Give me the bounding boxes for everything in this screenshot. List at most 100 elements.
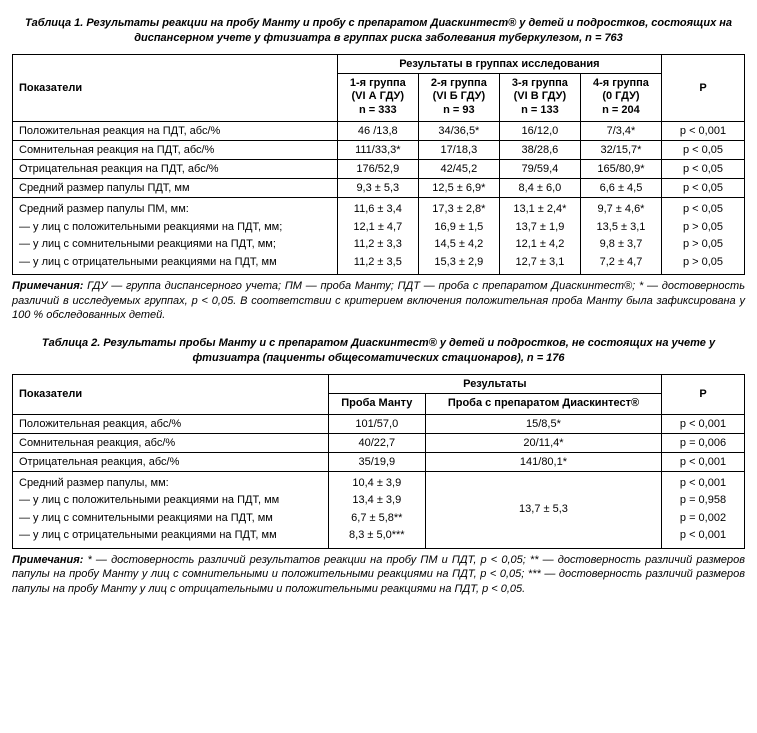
t1-m-l0: Средний размер папулы ПМ, мм: bbox=[19, 201, 331, 219]
v: p < 0,05 bbox=[668, 201, 738, 219]
t1-m-g1: 11,6 ± 3,4 12,1 ± 4,7 11,2 ± 3,3 11,2 ± … bbox=[337, 197, 418, 274]
v: 11,2 ± 3,3 bbox=[344, 236, 412, 254]
t2-r1-c2: 20/11,4* bbox=[425, 433, 661, 452]
v: Средний размер папулы, мм: bbox=[19, 475, 322, 493]
t2-m-c2: 13,7 ± 5,3 bbox=[425, 471, 661, 548]
v: 13,7 ± 5,3 bbox=[432, 501, 655, 519]
t2-h-dst: Проба с препаратом Диаскинтест® bbox=[425, 393, 661, 414]
table2: Показатели Результаты P Проба Манту Проб… bbox=[12, 374, 745, 549]
v: 14,5 ± 4,2 bbox=[425, 236, 493, 254]
t2-m-p: p < 0,001 p = 0,958 p = 0,002 p < 0,001 bbox=[662, 471, 745, 548]
v: 8,3 ± 5,0*** bbox=[335, 527, 419, 545]
t2-r1-p: p = 0,006 bbox=[662, 433, 745, 452]
table-row: Положительная реакция, абс/% 101/57,0 15… bbox=[13, 414, 745, 433]
t1-r1-g4: 32/15,7* bbox=[580, 140, 661, 159]
v: — у лиц с отрицательными реакциями на ПД… bbox=[19, 527, 322, 545]
t1-r0-p: p < 0,001 bbox=[662, 121, 745, 140]
t1-r1-p: p < 0,05 bbox=[662, 140, 745, 159]
table2-caption: Таблица 2. Результаты пробы Манту и с пр… bbox=[12, 336, 745, 366]
v: 7,2 ± 4,7 bbox=[587, 254, 655, 272]
table-row: Положительная реакция на ПДТ, абс/% 46 /… bbox=[13, 121, 745, 140]
v: 6,7 ± 5,8** bbox=[335, 510, 419, 528]
t1-r3-g3: 8,4 ± 6,0 bbox=[499, 178, 580, 197]
v: 13,7 ± 1,9 bbox=[506, 219, 574, 237]
t2-r2-label: Отрицательная реакция, абс/% bbox=[13, 452, 329, 471]
t1-r3-g1: 9,3 ± 5,3 bbox=[337, 178, 418, 197]
t1-r3-g2: 12,5 ± 6,9* bbox=[418, 178, 499, 197]
table-row: Отрицательная реакция, абс/% 35/19,9 141… bbox=[13, 452, 745, 471]
t1-m-g4: 9,7 ± 4,6* 13,5 ± 3,1 9,8 ± 3,7 7,2 ± 4,… bbox=[580, 197, 661, 274]
v: 12,1 ± 4,7 bbox=[344, 219, 412, 237]
t1-r3-p: p < 0,05 bbox=[662, 178, 745, 197]
t1-r1-label: Сомнительная реакция на ПДТ, абс/% bbox=[13, 140, 338, 159]
table-row: Отрицательная реакция на ПДТ, абс/% 176/… bbox=[13, 159, 745, 178]
t1-h-indicators: Показатели bbox=[13, 54, 338, 121]
table-row: Средний размер папулы ПДТ, мм 9,3 ± 5,3 … bbox=[13, 178, 745, 197]
t1-r2-g2: 42/45,2 bbox=[418, 159, 499, 178]
v: p > 0,05 bbox=[668, 219, 738, 237]
v: 11,2 ± 3,5 bbox=[344, 254, 412, 272]
table1: Показатели Результаты в группах исследов… bbox=[12, 54, 745, 276]
t2-r0-c1: 101/57,0 bbox=[328, 414, 425, 433]
v: 9,7 ± 4,6* bbox=[587, 201, 655, 219]
table1-caption: Таблица 1. Результаты реакции на пробу М… bbox=[12, 16, 745, 46]
t1-r0-g2: 34/36,5* bbox=[418, 121, 499, 140]
v: 9,8 ± 3,7 bbox=[587, 236, 655, 254]
v: — у лиц с сомнительными реакциями на ПДТ… bbox=[19, 510, 322, 528]
t1-r3-label: Средний размер папулы ПДТ, мм bbox=[13, 178, 338, 197]
v: 12,1 ± 4,2 bbox=[506, 236, 574, 254]
v: p > 0,05 bbox=[668, 254, 738, 272]
v: p > 0,05 bbox=[668, 236, 738, 254]
v: p < 0,001 bbox=[668, 527, 738, 545]
t1-r2-label: Отрицательная реакция на ПДТ, абс/% bbox=[13, 159, 338, 178]
t2-m-label: Средний размер папулы, мм: — у лиц с пол… bbox=[13, 471, 329, 548]
t1-r1-g2: 17/18,3 bbox=[418, 140, 499, 159]
t2-m-c1: 10,4 ± 3,9 13,4 ± 3,9 6,7 ± 5,8** 8,3 ± … bbox=[328, 471, 425, 548]
t1-m-g3: 13,1 ± 2,4* 13,7 ± 1,9 12,1 ± 4,2 12,7 ±… bbox=[499, 197, 580, 274]
t1-m-l2: — у лиц с сомнительными реакциями на ПДТ… bbox=[19, 236, 331, 254]
t1-h-results: Результаты в группах исследования bbox=[337, 54, 661, 73]
t1-h-g2: 2-я группа(VI Б ГДУ)n = 93 bbox=[418, 73, 499, 121]
v: — у лиц с положительными реакциями на ПД… bbox=[19, 492, 322, 510]
v: 15,3 ± 2,9 bbox=[425, 254, 493, 272]
t1-m-l1: — у лиц с положительными реакциями на ПД… bbox=[19, 219, 331, 237]
v: 17,3 ± 2,8* bbox=[425, 201, 493, 219]
t1-r0-g1: 46 /13,8 bbox=[337, 121, 418, 140]
t1-r2-g3: 79/59,4 bbox=[499, 159, 580, 178]
table2-notes: Примечания: * — достоверность различий р… bbox=[12, 553, 745, 596]
t1-h-p: P bbox=[662, 54, 745, 121]
t1-h-g1: 1-я группа(VI А ГДУ)n = 333 bbox=[337, 73, 418, 121]
table1-notes: Примечания: ГДУ — группа диспансерного у… bbox=[12, 279, 745, 322]
v: 13,1 ± 2,4* bbox=[506, 201, 574, 219]
t2-r0-p: p < 0,001 bbox=[662, 414, 745, 433]
table-row: Сомнительная реакция на ПДТ, абс/% 111/3… bbox=[13, 140, 745, 159]
t1-r3-g4: 6,6 ± 4,5 bbox=[580, 178, 661, 197]
t1-r2-p: p < 0,05 bbox=[662, 159, 745, 178]
v: 13,5 ± 3,1 bbox=[587, 219, 655, 237]
t1-m-label: Средний размер папулы ПМ, мм: — у лиц с … bbox=[13, 197, 338, 274]
v: 10,4 ± 3,9 bbox=[335, 475, 419, 493]
t1-r1-g3: 38/28,6 bbox=[499, 140, 580, 159]
t1-m-l3: — у лиц с отрицательными реакциями на ПД… bbox=[19, 254, 331, 272]
t2-r2-c2: 141/80,1* bbox=[425, 452, 661, 471]
t1-r2-g4: 165/80,9* bbox=[580, 159, 661, 178]
t2-r0-c2: 15/8,5* bbox=[425, 414, 661, 433]
t2-r2-p: p < 0,001 bbox=[662, 452, 745, 471]
v: 12,7 ± 3,1 bbox=[506, 254, 574, 272]
t2-r2-c1: 35/19,9 bbox=[328, 452, 425, 471]
v: 16,9 ± 1,5 bbox=[425, 219, 493, 237]
t1-h-g3: 3-я группа(VI В ГДУ)n = 133 bbox=[499, 73, 580, 121]
v: 11,6 ± 3,4 bbox=[344, 201, 412, 219]
t1-h-g4: 4-я группа(0 ГДУ)n = 204 bbox=[580, 73, 661, 121]
t2-r1-c1: 40/22,7 bbox=[328, 433, 425, 452]
t2-r0-label: Положительная реакция, абс/% bbox=[13, 414, 329, 433]
t1-r1-g1: 111/33,3* bbox=[337, 140, 418, 159]
v: 13,4 ± 3,9 bbox=[335, 492, 419, 510]
t2-r1-label: Сомнительная реакция, абс/% bbox=[13, 433, 329, 452]
t1-r0-label: Положительная реакция на ПДТ, абс/% bbox=[13, 121, 338, 140]
t1-r2-g1: 176/52,9 bbox=[337, 159, 418, 178]
v: p = 0,958 bbox=[668, 492, 738, 510]
t2-h-p: P bbox=[662, 374, 745, 414]
t2-h-mantu: Проба Манту bbox=[328, 393, 425, 414]
t1-m-p: p < 0,05 p > 0,05 p > 0,05 p > 0,05 bbox=[662, 197, 745, 274]
